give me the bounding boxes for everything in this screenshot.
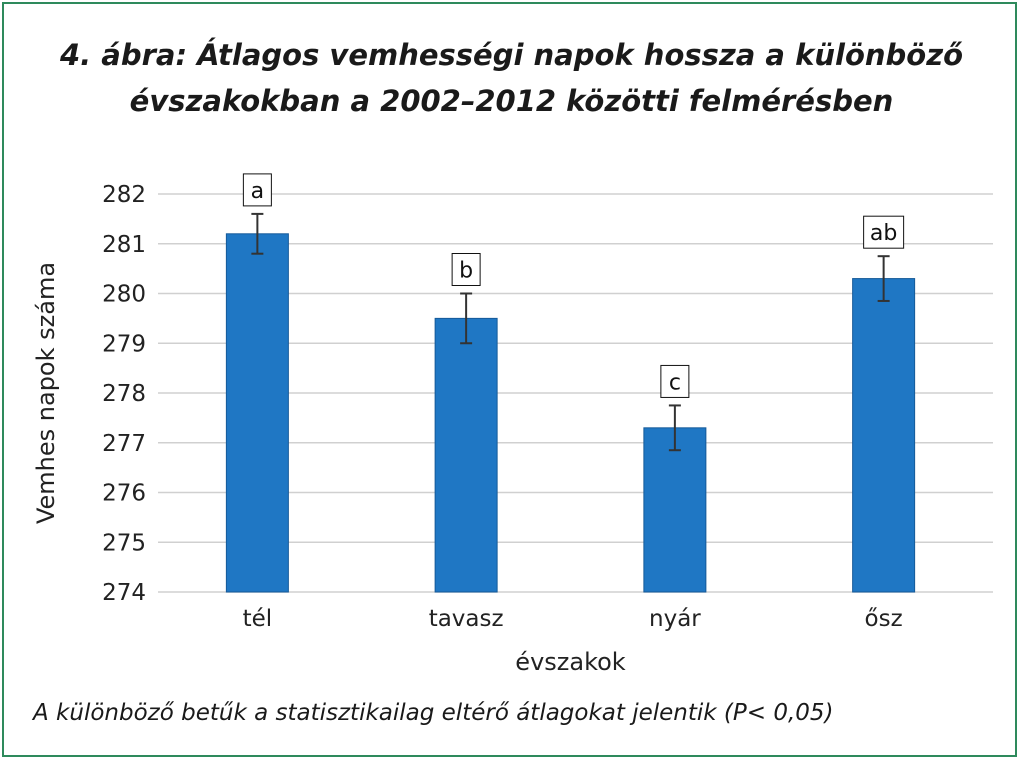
y-tick-label: 277	[102, 431, 146, 457]
bar	[643, 427, 707, 593]
y-tick-label: 280	[102, 282, 146, 308]
y-axis-label: Vemhes napok száma	[32, 262, 60, 524]
bar	[225, 233, 289, 593]
chart-title-line-2: évszakokban a 2002–2012 közötti felmérés…	[129, 84, 894, 118]
significance-box	[242, 173, 272, 207]
y-tick-label: 278	[102, 381, 146, 407]
y-tick-label: 275	[102, 530, 146, 556]
bar	[434, 317, 498, 593]
significance-letter: b	[459, 259, 473, 284]
significance-letter: ab	[870, 221, 897, 246]
significance-letter: a	[251, 179, 264, 204]
significance-box	[451, 253, 481, 286]
y-tick-label: 276	[102, 481, 146, 507]
y-tick-label: 281	[102, 232, 146, 258]
chart-title-line-1: 4. ábra: Átlagos vemhességi napok hossza…	[59, 38, 964, 72]
y-tick-label: 279	[102, 331, 146, 357]
significance-box	[863, 215, 905, 249]
chart-title: 4. ábra: Átlagos vemhességi napok hossza…	[0, 32, 1023, 124]
significance-box	[660, 364, 690, 398]
y-tick-label: 274	[102, 580, 146, 606]
significance-letter: c	[669, 370, 681, 395]
footnote: A különböző betűk a statisztikailag elté…	[33, 700, 834, 726]
bar	[852, 278, 916, 593]
x-category-label: tavasz	[429, 606, 504, 632]
x-axis-label: évszakok	[515, 648, 626, 676]
x-category-label: ősz	[865, 606, 903, 632]
x-category-label: tél	[243, 606, 273, 632]
y-tick-label: 282	[102, 182, 146, 208]
x-category-label: nyár	[649, 606, 701, 632]
